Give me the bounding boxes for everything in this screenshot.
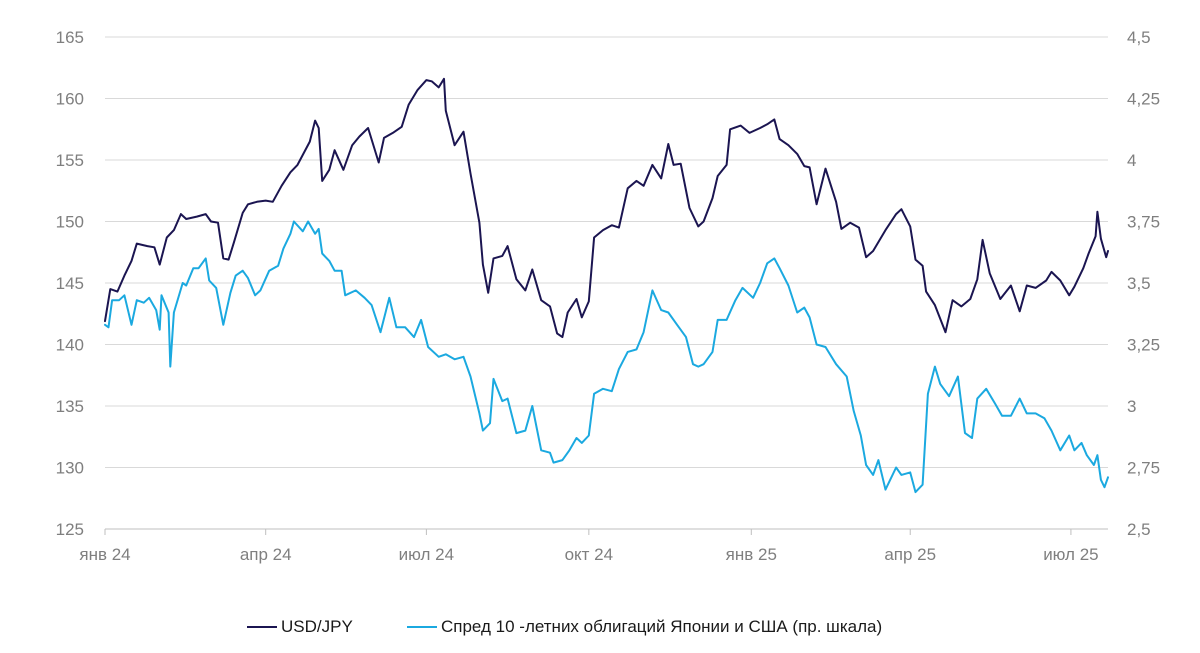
legend-swatch-spread	[407, 626, 437, 628]
x-tick-label: июл 25	[1043, 545, 1098, 564]
x-tick-label: апр 25	[884, 545, 936, 564]
y-left-tick-label: 140	[56, 336, 84, 355]
y-left-tick-label: 165	[56, 28, 84, 47]
y-right-tick-label: 3,75	[1127, 213, 1160, 232]
x-axis-ticks: янв 24 апр 24 июл 24 окт 24 янв 25 апр 25 июл …	[79, 529, 1099, 564]
y-left-tick-label: 125	[56, 520, 84, 539]
legend-item-spread: Спред 10 -летних облигаций Японии и США …	[407, 617, 882, 637]
x-tick-label: апр 24	[240, 545, 292, 564]
x-tick-label: янв 24	[79, 545, 130, 564]
series-line-usdjpy	[104, 77, 1109, 339]
y-right-tick-label: 4	[1127, 151, 1136, 170]
y-right-tick-label: 4,5	[1127, 28, 1151, 47]
x-tick-label: янв 25	[726, 545, 777, 564]
x-tick-label: июл 24	[399, 545, 454, 564]
y-left-tick-label: 130	[56, 459, 84, 478]
series-lines	[104, 77, 1109, 494]
left-axis-ticks: 125 130 135 140 145 150 155 160 165	[56, 28, 84, 539]
y-right-tick-label: 2,75	[1127, 459, 1160, 478]
right-axis-ticks: 2,5 2,75 3 3,25 3,5 3,75 4 4,25 4,5	[1127, 28, 1160, 539]
legend: USD/JPY Спред 10 -летних облигаций Япони…	[0, 617, 1200, 641]
y-left-tick-label: 155	[56, 151, 84, 170]
x-tick-label: окт 24	[565, 545, 614, 564]
y-right-tick-label: 2,5	[1127, 520, 1151, 539]
y-right-tick-label: 3,25	[1127, 336, 1160, 355]
y-left-tick-label: 150	[56, 213, 84, 232]
gridlines	[105, 36, 1108, 468]
legend-label-usdjpy: USD/JPY	[281, 617, 353, 636]
series-line-spread	[104, 220, 1109, 494]
y-right-tick-label: 3	[1127, 397, 1136, 416]
y-right-tick-label: 3,5	[1127, 274, 1151, 293]
y-right-tick-label: 4,25	[1127, 90, 1160, 109]
y-left-tick-label: 135	[56, 397, 84, 416]
y-left-tick-label: 145	[56, 274, 84, 293]
y-left-tick-label: 160	[56, 90, 84, 109]
legend-swatch-usdjpy	[247, 626, 277, 628]
legend-label-spread: Спред 10 -летних облигаций Японии и США …	[441, 617, 883, 636]
legend-item-usdjpy: USD/JPY	[247, 617, 353, 637]
